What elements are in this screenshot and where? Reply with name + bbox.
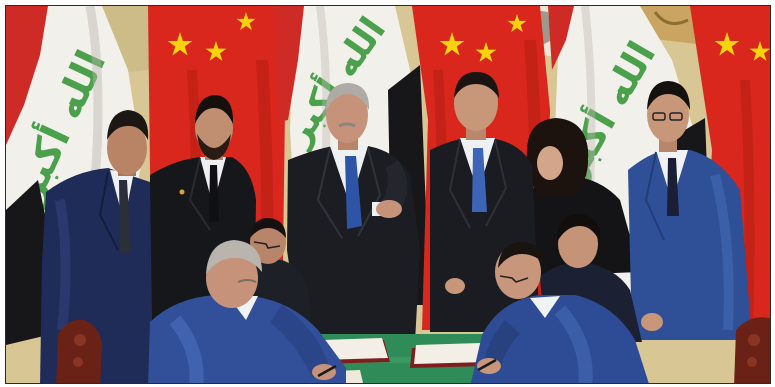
hand bbox=[641, 313, 663, 331]
person-signing-left bbox=[148, 240, 346, 383]
lapel bbox=[357, 147, 382, 237]
wall-ornament-detail bbox=[653, 11, 689, 26]
head bbox=[250, 220, 286, 264]
chair-carving bbox=[747, 357, 757, 367]
hair bbox=[647, 81, 690, 110]
shirt-collar bbox=[530, 296, 560, 318]
arm-sleeve bbox=[270, 305, 330, 378]
head bbox=[195, 103, 233, 153]
lapel bbox=[188, 157, 211, 231]
iraq-flag-red-band bbox=[548, 6, 574, 70]
hair bbox=[498, 242, 546, 268]
hand bbox=[376, 200, 402, 218]
chair-right bbox=[734, 317, 770, 383]
face bbox=[537, 146, 563, 180]
head bbox=[107, 121, 147, 175]
flag-fold-shadow bbox=[740, 79, 755, 331]
hair bbox=[195, 95, 234, 124]
iraq-flag-red-band bbox=[6, 6, 48, 145]
glasses-lens bbox=[652, 112, 666, 121]
hair bbox=[107, 110, 149, 140]
lapel bbox=[644, 151, 665, 241]
head bbox=[326, 87, 368, 143]
tie bbox=[667, 158, 679, 216]
person-standing-right bbox=[628, 81, 752, 340]
suit-jacket bbox=[470, 295, 649, 383]
bangs bbox=[530, 132, 566, 150]
hand bbox=[477, 358, 501, 374]
tie bbox=[209, 165, 219, 222]
hair bbox=[206, 240, 262, 274]
hair bbox=[556, 214, 601, 242]
lapel bbox=[98, 171, 119, 251]
chair-carving bbox=[74, 334, 86, 346]
chair-carving bbox=[73, 357, 83, 367]
glasses-lens bbox=[669, 112, 683, 121]
suit-highlight bbox=[169, 315, 204, 383]
head bbox=[558, 220, 598, 268]
document-paper bbox=[320, 338, 388, 360]
person-standing-center bbox=[287, 83, 420, 342]
eyebrow bbox=[237, 279, 257, 283]
head bbox=[206, 248, 258, 308]
glasses-icon bbox=[652, 112, 683, 121]
photo-content: الله أكبر الله أكبر bbox=[6, 6, 770, 383]
chair-back bbox=[734, 317, 770, 383]
beard bbox=[197, 134, 231, 160]
tie bbox=[345, 156, 362, 229]
hand bbox=[445, 278, 465, 294]
head bbox=[647, 88, 689, 142]
arm-sleeve bbox=[484, 320, 520, 370]
person-signing-right bbox=[470, 242, 649, 383]
chair-left bbox=[56, 319, 102, 383]
lapel bbox=[316, 147, 343, 239]
hair bbox=[250, 218, 286, 238]
suit-highlight bbox=[55, 199, 71, 331]
tie bbox=[472, 148, 487, 212]
mustache bbox=[338, 122, 356, 128]
iraq-flag-red-band bbox=[274, 6, 304, 122]
hair bbox=[326, 83, 370, 110]
chair-carving bbox=[748, 334, 760, 346]
pen bbox=[477, 358, 497, 372]
chair-back bbox=[56, 319, 102, 383]
document-paper bbox=[414, 343, 486, 364]
glasses-icon bbox=[253, 241, 281, 249]
suit-highlight bbox=[710, 173, 734, 331]
glasses-icon bbox=[499, 275, 529, 283]
iraq-flag-black-band bbox=[6, 180, 52, 345]
suit-highlight bbox=[554, 305, 593, 383]
photo-frame bbox=[5, 5, 771, 384]
head bbox=[454, 75, 498, 131]
wall-mural-left bbox=[100, 6, 150, 72]
tie bbox=[119, 180, 131, 254]
lapel bbox=[485, 139, 508, 227]
pen bbox=[317, 364, 337, 378]
lapel-pin bbox=[179, 189, 185, 195]
neck bbox=[659, 138, 677, 152]
lapel bbox=[448, 139, 471, 229]
hair bbox=[454, 72, 499, 98]
